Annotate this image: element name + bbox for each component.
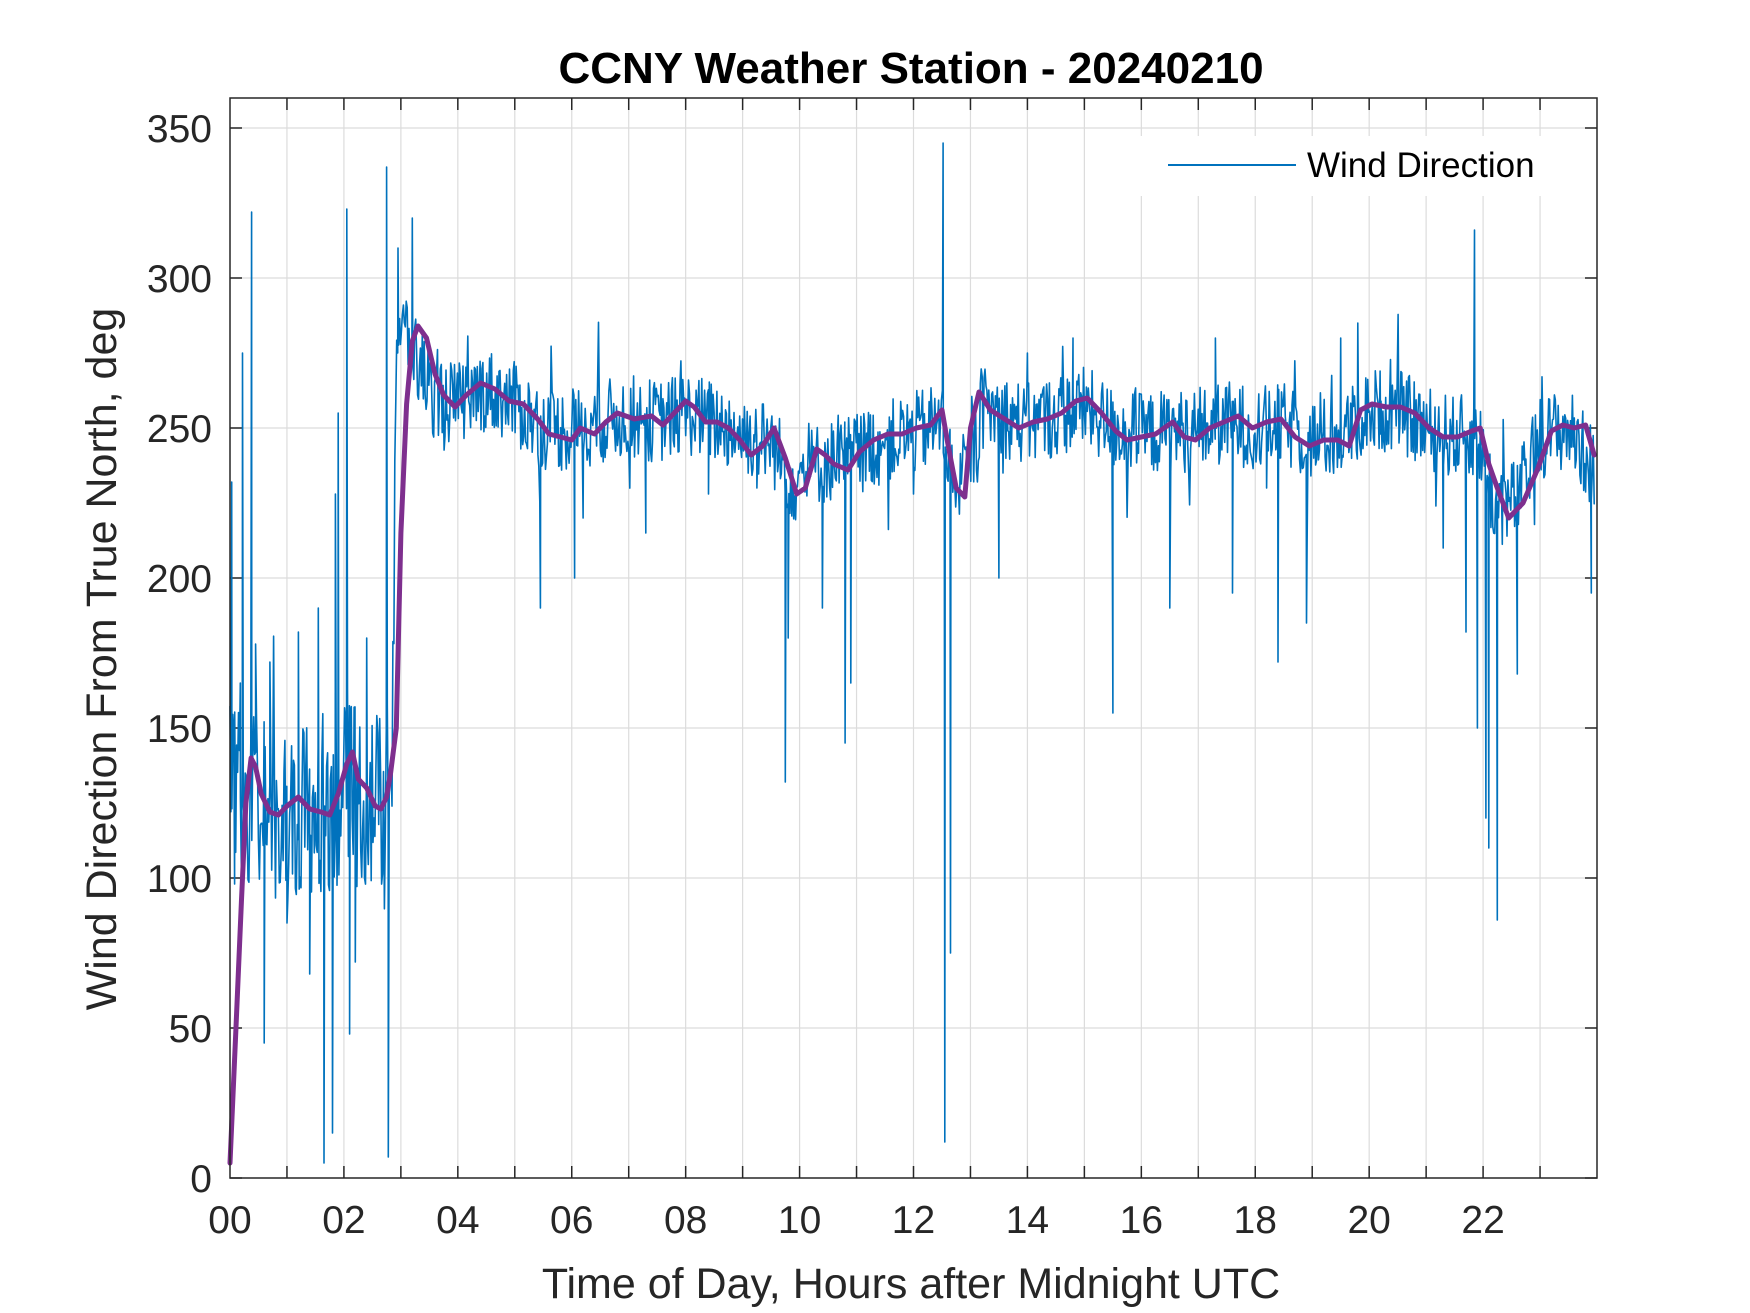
x-tick-label: 10	[778, 1199, 821, 1242]
plot-series	[227, 142, 1597, 1166]
y-tick-label: 150	[147, 708, 212, 751]
series-line-wind-direction	[229, 142, 1595, 1164]
x-tick-label: 02	[322, 1199, 365, 1242]
x-tick-label: 20	[1347, 1199, 1390, 1242]
axis-ticks	[230, 98, 1597, 1179]
x-tick-label: 14	[1006, 1199, 1049, 1242]
x-tick-label: 00	[208, 1199, 251, 1242]
y-tick-label: 0	[190, 1158, 212, 1201]
x-tick-label: 08	[664, 1199, 707, 1242]
y-tick-labels: 0 50 100 150 200 250 300 350	[147, 108, 212, 1201]
legend: Wind Direction	[1138, 136, 1558, 196]
axes-box	[229, 97, 1598, 1179]
x-tick-label: 16	[1120, 1199, 1163, 1242]
y-tick-label: 100	[147, 858, 212, 901]
y-tick-label: 350	[147, 108, 212, 151]
x-tick-label: 12	[892, 1199, 935, 1242]
x-tick-label: 06	[550, 1199, 593, 1242]
y-tick-label: 200	[147, 558, 212, 601]
series-line-moving-average	[227, 323, 1597, 1166]
x-tick-labels: 00 02 04 06 08 10 12 14 16 18 20 22	[208, 1199, 1504, 1242]
grid-lines	[230, 98, 1597, 1178]
y-tick-label: 50	[169, 1008, 212, 1051]
x-tick-label: 18	[1234, 1199, 1277, 1242]
x-tick-label: 22	[1461, 1199, 1504, 1242]
y-tick-label: 250	[147, 408, 212, 451]
chart-title: CCNY Weather Station - 20240210	[558, 44, 1263, 93]
x-tick-label: 04	[436, 1199, 479, 1242]
y-axis-label: Wind Direction From True North, deg	[78, 308, 126, 1011]
legend-label-wind-direction: Wind Direction	[1307, 146, 1535, 185]
x-axis-label: Time of Day, Hours after Midnight UTC	[542, 1260, 1280, 1308]
y-tick-label: 300	[147, 258, 212, 301]
